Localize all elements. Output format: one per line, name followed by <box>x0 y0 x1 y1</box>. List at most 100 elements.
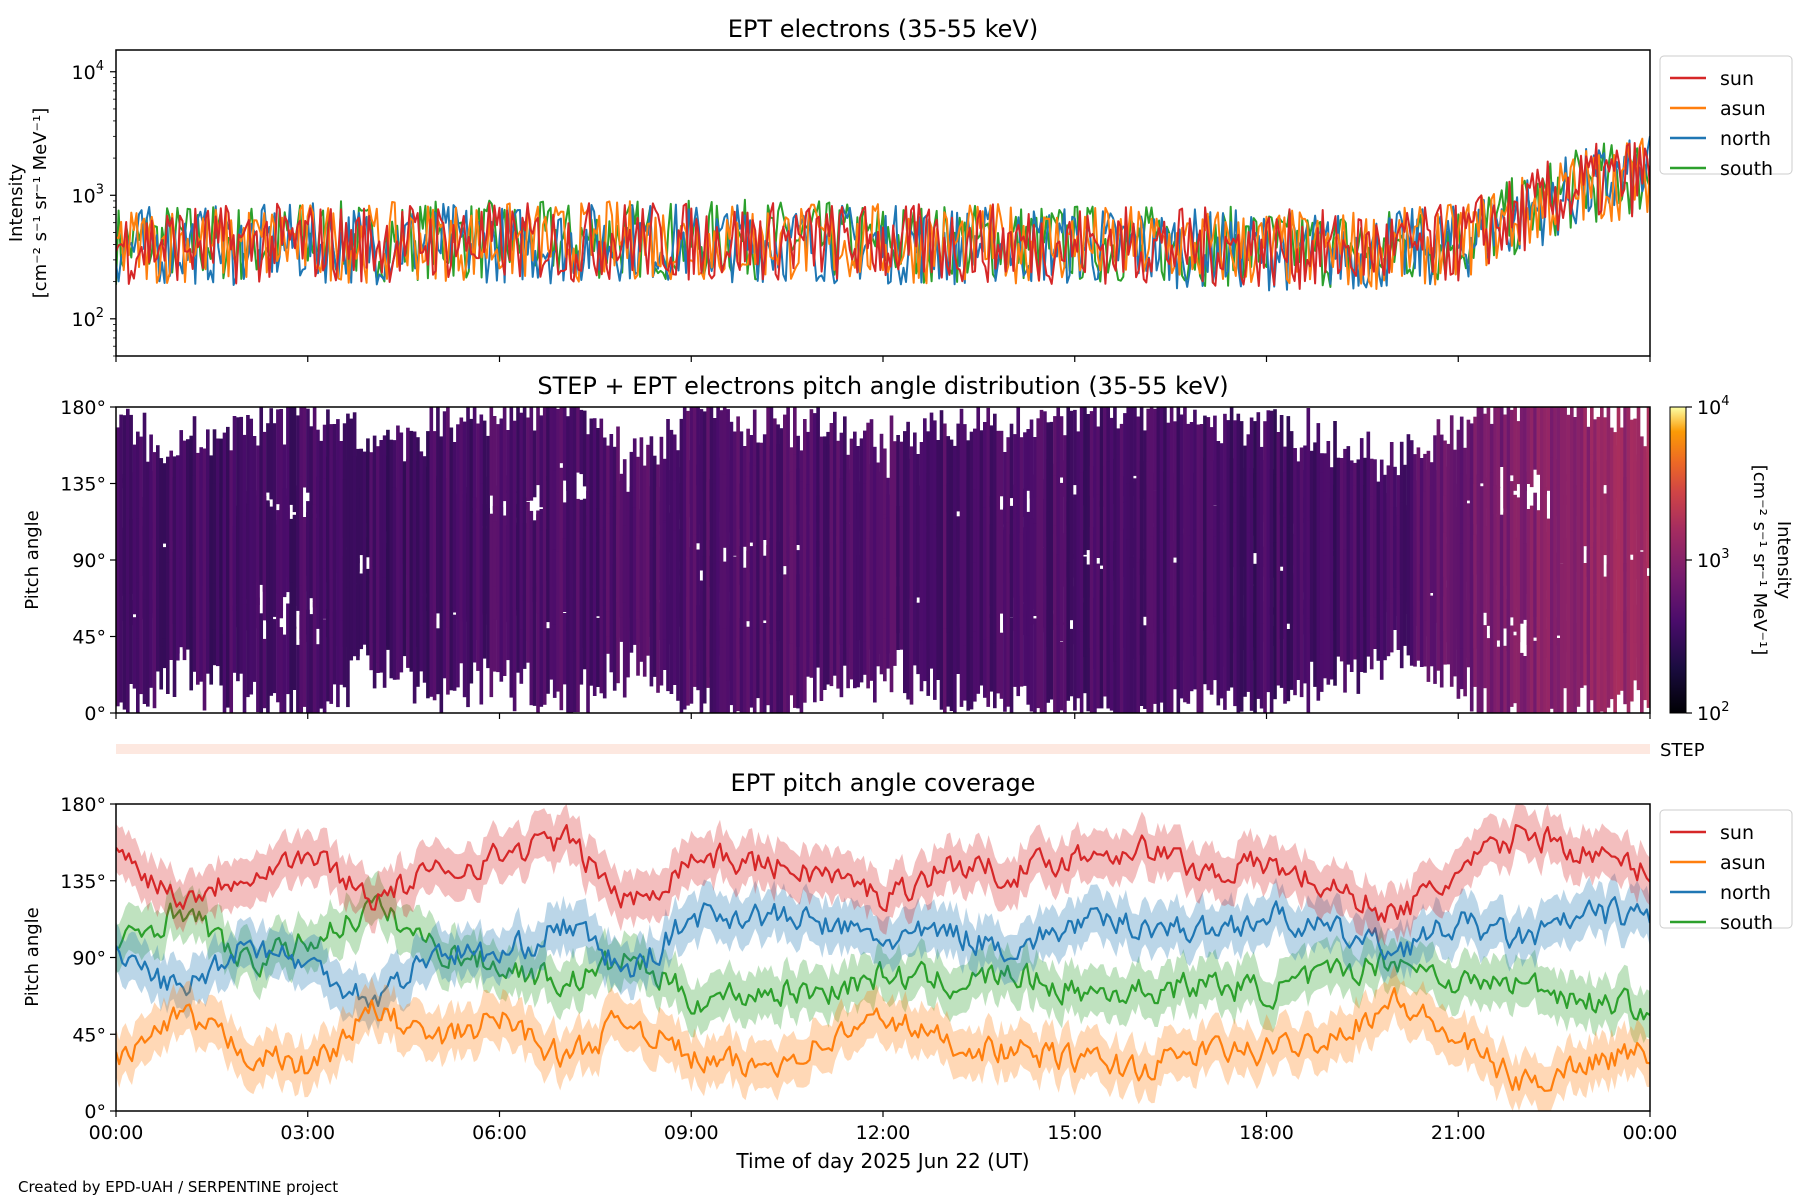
heatmap-cell <box>849 469 854 567</box>
heatmap-cell <box>206 457 210 577</box>
heatmap-cell <box>1553 553 1557 646</box>
heatmap-cell <box>412 460 417 593</box>
panel1-legend: sun asun north south <box>1659 55 1793 180</box>
heatmap-cell <box>1263 564 1267 642</box>
heatmap-cell <box>1293 448 1297 575</box>
heatmap-cell <box>826 596 830 685</box>
heatmap-cell <box>602 579 607 699</box>
heatmap-cell <box>739 546 744 644</box>
legend-label-asun: asun <box>1720 98 1766 120</box>
heatmap-cell <box>359 573 364 648</box>
heatmap-cell <box>262 638 267 709</box>
heatmap-cell <box>1289 452 1294 566</box>
heatmap-cell <box>276 588 280 703</box>
legend-label-north: north <box>1720 882 1771 904</box>
heatmap-cell <box>686 477 690 560</box>
heatmap-cell <box>879 584 884 675</box>
heatmap-cell <box>1086 478 1091 551</box>
heatmap-cell <box>279 509 284 619</box>
heatmap-cell <box>556 551 560 641</box>
heatmap-cell <box>419 451 424 542</box>
heatmap-cell <box>1493 485 1497 578</box>
panel4-title: EPT pitch angle coverage <box>731 769 1036 797</box>
heatmap-cell <box>786 474 790 553</box>
heatmap-cell <box>1296 549 1301 654</box>
heatmap-cell <box>799 613 804 713</box>
heatmap-cell <box>476 423 480 514</box>
heatmap-cell <box>542 503 547 632</box>
heatmap-cell <box>919 594 924 692</box>
heatmap-cell <box>586 598 590 713</box>
heatmap-cell <box>1560 563 1564 640</box>
heatmap-cell <box>1393 466 1397 541</box>
heatmap-cell <box>1226 420 1231 535</box>
heatmap-cell <box>1003 529 1007 631</box>
heatmap-cell <box>379 533 384 652</box>
y-tick-label: 45° <box>72 627 106 649</box>
heatmap-cell <box>776 611 780 713</box>
heatmap-cell <box>752 465 757 562</box>
heatmap-cell <box>242 580 247 713</box>
heatmap-cell <box>973 428 977 533</box>
heatmap-cell <box>1099 568 1104 651</box>
heatmap-cell <box>439 436 444 526</box>
heatmap-cell <box>929 528 934 621</box>
heatmap-cell <box>222 582 227 713</box>
heatmap-cell <box>1059 641 1064 711</box>
heatmap-cell <box>492 416 497 511</box>
heatmap-cell <box>479 518 484 598</box>
heatmap-cell <box>1529 407 1534 488</box>
heatmap-cell <box>1269 607 1274 713</box>
heatmap-cell <box>262 431 267 522</box>
heatmap-cell <box>1173 421 1177 508</box>
heatmap-cell <box>299 614 304 713</box>
heatmap-cell <box>1059 482 1064 581</box>
heatmap-cell <box>929 412 934 547</box>
heatmap-cell <box>269 506 274 628</box>
heatmap-cell <box>646 528 650 619</box>
heatmap-cell <box>1153 527 1157 627</box>
heatmap-cell <box>1046 511 1051 647</box>
heatmap-cell <box>953 445 957 522</box>
heatmap-cell <box>799 535 804 627</box>
heatmap-cell <box>1099 407 1104 507</box>
heatmap-cell <box>1169 477 1174 561</box>
heatmap-cell <box>232 606 237 673</box>
heatmap-cell <box>1600 452 1604 580</box>
heatmap-cell <box>963 543 967 646</box>
heatmap-cell <box>339 544 344 621</box>
heatmap-cell <box>232 526 237 611</box>
heatmap-cell <box>239 416 244 515</box>
heatmap-cell <box>1073 524 1077 645</box>
heatmap-cell <box>779 582 784 713</box>
heatmap-cell <box>139 507 143 576</box>
heatmap-cell <box>179 469 184 535</box>
heatmap-cell <box>1156 562 1161 628</box>
colorbar-tick-label: 104 <box>1697 394 1729 419</box>
heatmap-cell <box>1466 419 1471 501</box>
heatmap-cell <box>676 569 680 701</box>
heatmap-cell <box>739 483 744 585</box>
heatmap-cell <box>1630 623 1634 702</box>
heatmap-cell <box>1519 407 1524 487</box>
heatmap-cell <box>299 407 304 528</box>
heatmap-cell <box>936 530 941 618</box>
heatmap-cell <box>823 549 827 639</box>
heatmap-cell <box>986 407 991 525</box>
heatmap-cell <box>166 456 170 563</box>
heatmap-cell <box>1136 416 1141 480</box>
heatmap-cell <box>512 578 517 712</box>
heatmap-cell <box>906 458 910 590</box>
heatmap-cell <box>1553 458 1557 584</box>
heatmap-cell <box>1003 452 1007 525</box>
heatmap-cell <box>1580 546 1584 667</box>
heatmap-cell <box>592 519 597 619</box>
heatmap-cell <box>1556 638 1561 713</box>
heatmap-cell <box>1313 512 1317 624</box>
heatmap-cell <box>566 540 570 632</box>
heatmap-cell <box>1426 504 1431 637</box>
heatmap-cell <box>712 483 717 572</box>
heatmap-cell <box>1123 599 1127 713</box>
heatmap-cell <box>1586 489 1591 578</box>
heatmap-cell <box>1583 611 1587 686</box>
